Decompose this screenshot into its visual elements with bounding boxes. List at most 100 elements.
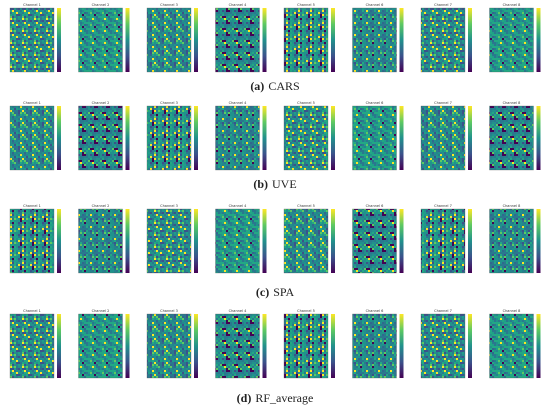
colorbar bbox=[536, 314, 541, 378]
heatmap bbox=[420, 105, 466, 171]
caption-name: UVE bbox=[272, 177, 297, 191]
panel: Channel 7 bbox=[420, 3, 472, 73]
heatmap bbox=[215, 313, 260, 379]
channel-title: Channel 2 bbox=[92, 309, 110, 313]
channel-title: Channel 8 bbox=[503, 3, 521, 7]
caption: (b) UVE bbox=[253, 177, 296, 191]
panel: Channel 5 bbox=[283, 204, 335, 274]
channel-title: Channel 3 bbox=[160, 101, 178, 105]
colorbar bbox=[262, 106, 267, 170]
panel: Channel 1 bbox=[9, 101, 61, 171]
channel-title: Channel 5 bbox=[297, 309, 315, 313]
heatmap bbox=[283, 105, 329, 171]
caption-label: (c) bbox=[256, 285, 269, 299]
channel-title: Channel 8 bbox=[503, 101, 521, 105]
colorbar bbox=[399, 314, 404, 378]
colorbar bbox=[57, 8, 61, 72]
channel-title: Channel 4 bbox=[229, 3, 247, 7]
heatmap bbox=[78, 7, 123, 73]
heatmap bbox=[283, 208, 329, 274]
heatmap bbox=[9, 313, 55, 379]
caption: (d) RF_average bbox=[237, 391, 314, 405]
panel: Channel 3 bbox=[146, 101, 198, 171]
panel: Channel 5 bbox=[283, 101, 335, 171]
panel: Channel 6 bbox=[352, 3, 404, 73]
colorbar bbox=[125, 314, 130, 378]
channel-title: Channel 8 bbox=[503, 204, 521, 208]
heatmap bbox=[352, 105, 397, 171]
caption-label: (d) bbox=[237, 391, 252, 405]
channel-title: Channel 3 bbox=[160, 3, 178, 7]
colorbar bbox=[262, 314, 267, 378]
colorbar bbox=[331, 106, 335, 170]
channel-title: Channel 1 bbox=[23, 3, 41, 7]
heatmap bbox=[489, 208, 534, 274]
panel: Channel 4 bbox=[215, 101, 267, 171]
panel: Channel 1 bbox=[9, 309, 61, 379]
channel-title: Channel 7 bbox=[434, 3, 452, 7]
channel-title: Channel 6 bbox=[366, 3, 384, 7]
colorbar bbox=[57, 209, 61, 273]
colorbar bbox=[468, 106, 472, 170]
channel-title: Channel 8 bbox=[503, 309, 521, 313]
panel: Channel 2 bbox=[78, 3, 130, 73]
panel: Channel 7 bbox=[420, 101, 472, 171]
channel-title: Channel 3 bbox=[160, 309, 178, 313]
panel: Channel 3 bbox=[146, 3, 198, 73]
channel-title: Channel 6 bbox=[366, 309, 384, 313]
panel: Channel 8 bbox=[489, 101, 541, 171]
caption-label: (a) bbox=[250, 79, 264, 93]
heatmap bbox=[9, 208, 55, 274]
caption: (a) CARS bbox=[250, 79, 299, 93]
panel: Channel 4 bbox=[215, 204, 267, 274]
channel-title: Channel 2 bbox=[92, 3, 110, 7]
channel-title: Channel 5 bbox=[297, 204, 315, 208]
colorbar bbox=[194, 8, 198, 72]
colorbar bbox=[331, 314, 335, 378]
caption-name: SPA bbox=[273, 285, 294, 299]
heatmap bbox=[283, 7, 329, 73]
heatmap bbox=[215, 105, 260, 171]
colorbar bbox=[57, 314, 61, 378]
channel-title: Channel 1 bbox=[23, 101, 41, 105]
colorbar bbox=[194, 209, 198, 273]
colorbar bbox=[194, 314, 198, 378]
panel: Channel 3 bbox=[146, 309, 198, 379]
panel: Channel 5 bbox=[283, 309, 335, 379]
channel-title: Channel 7 bbox=[434, 101, 452, 105]
colorbar bbox=[57, 106, 61, 170]
colorbar bbox=[331, 209, 335, 273]
heatmap bbox=[78, 105, 123, 171]
colorbar bbox=[194, 106, 198, 170]
heatmap bbox=[420, 7, 466, 73]
colorbar bbox=[125, 209, 130, 273]
heatmap bbox=[146, 208, 192, 274]
heatmap bbox=[352, 7, 397, 73]
channel-title: Channel 4 bbox=[229, 101, 247, 105]
colorbar bbox=[331, 8, 335, 72]
heatmap bbox=[489, 313, 534, 379]
panel: Channel 1 bbox=[9, 3, 61, 73]
channel-title: Channel 1 bbox=[23, 309, 41, 313]
colorbar bbox=[399, 209, 404, 273]
panel: Channel 7 bbox=[420, 309, 472, 379]
channel-title: Channel 6 bbox=[366, 204, 384, 208]
caption-name: CARS bbox=[268, 79, 299, 93]
colorbar bbox=[399, 106, 404, 170]
colorbar bbox=[468, 314, 472, 378]
panel: Channel 8 bbox=[489, 3, 541, 73]
colorbar bbox=[262, 8, 267, 72]
heatmap bbox=[9, 7, 55, 73]
caption: (c) SPA bbox=[256, 285, 295, 299]
channel-title: Channel 7 bbox=[434, 309, 452, 313]
heatmap bbox=[146, 105, 192, 171]
heatmap bbox=[352, 208, 397, 274]
colorbar bbox=[125, 8, 130, 72]
heatmap bbox=[420, 313, 466, 379]
heatmap bbox=[489, 105, 534, 171]
panel: Channel 7 bbox=[420, 204, 472, 274]
colorbar bbox=[468, 8, 472, 72]
colorbar bbox=[262, 209, 267, 273]
panel: Channel 2 bbox=[78, 204, 130, 274]
